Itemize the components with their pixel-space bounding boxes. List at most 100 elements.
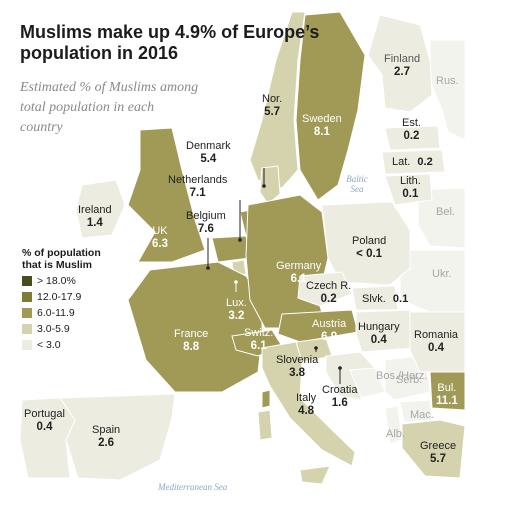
label-name: Croatia bbox=[322, 384, 358, 396]
label-belarus: Bel. bbox=[436, 206, 455, 218]
belgium-dot bbox=[206, 266, 210, 270]
italy-shape bbox=[261, 341, 356, 467]
macedonia-shape bbox=[399, 399, 433, 423]
label-bulgaria: Bul. 11.1 bbox=[436, 382, 458, 408]
label-value: 3.2 bbox=[228, 310, 245, 322]
netherlands-dot bbox=[238, 238, 242, 242]
label-baltic-sea: Baltic Sea bbox=[346, 174, 368, 194]
label-value: 8.8 bbox=[183, 341, 200, 353]
uk-shape bbox=[127, 127, 206, 263]
label-netherlands: Netherlands 7.1 bbox=[168, 174, 227, 200]
label-name: Austria bbox=[312, 318, 347, 330]
label-value: 6.1 bbox=[290, 273, 307, 285]
label-value: 0.2 bbox=[417, 156, 433, 168]
legend-item: 3.0-5.9 bbox=[22, 322, 122, 335]
map-subtitle: Estimated % of Muslims among total popul… bbox=[20, 80, 199, 135]
label-slovenia: Slovenia 3.8 bbox=[276, 354, 318, 380]
label-name: Romania bbox=[414, 329, 459, 341]
label-name: Italy bbox=[296, 392, 317, 404]
legend-item: 6.0-11.9 bbox=[22, 306, 122, 319]
label-ireland: Ireland 1.4 bbox=[78, 204, 112, 230]
label-romania: Romania 0.4 bbox=[414, 329, 458, 355]
label-slovakia: Slvk. 0.1 bbox=[362, 293, 408, 306]
label-value: 0.1 bbox=[392, 293, 409, 305]
label-name: Germany bbox=[276, 260, 322, 272]
label-russia: Rus. bbox=[436, 75, 459, 87]
label-macedonia: Mac. bbox=[410, 409, 434, 421]
label-value: 1.6 bbox=[331, 397, 348, 409]
croatia-shape bbox=[325, 351, 377, 401]
label-name: Switz. bbox=[244, 327, 274, 339]
legend-item: 12.0-17.9 bbox=[22, 290, 122, 303]
label-denmark: Denmark 5.4 bbox=[186, 140, 231, 166]
label-germany: Germany 6.1 bbox=[276, 260, 321, 286]
portugal-shape bbox=[19, 397, 76, 479]
legend-swatch bbox=[22, 291, 32, 302]
label-name: Czech R. bbox=[306, 280, 352, 292]
czech-republic-shape bbox=[297, 271, 353, 307]
label-value: 7.6 bbox=[197, 223, 214, 235]
hungary-shape bbox=[355, 309, 415, 353]
label-value: 0.4 bbox=[428, 342, 445, 354]
label-croatia: Croatia 1.6 bbox=[322, 384, 357, 410]
label-name: Slvk. bbox=[362, 293, 386, 305]
slovenia-dot bbox=[314, 346, 318, 350]
label-hungary: Hungary 0.4 bbox=[358, 321, 400, 347]
norway-shape bbox=[249, 11, 306, 189]
label-name: Spain bbox=[92, 424, 121, 436]
label-name: Denmark bbox=[186, 140, 231, 152]
label-latvia: Lat. 0.2 bbox=[392, 156, 433, 169]
label-name: Bul. bbox=[437, 382, 457, 394]
legend-swatch bbox=[22, 339, 32, 350]
legend-label: 12.0-17.9 bbox=[37, 290, 82, 303]
luxembourg-dot bbox=[234, 280, 238, 284]
label-sweden: Sweden 8.1 bbox=[302, 113, 342, 139]
legend-label: > 18.0% bbox=[37, 274, 76, 287]
label-value: 2.6 bbox=[98, 437, 115, 449]
label-value: 5.7 bbox=[264, 106, 281, 118]
label-value: 4.8 bbox=[298, 405, 315, 417]
legend-item: > 18.0% bbox=[22, 274, 122, 287]
label-uk: UK 6.3 bbox=[152, 225, 168, 251]
sardinia-shape bbox=[257, 409, 273, 441]
sicily-shape bbox=[299, 465, 331, 485]
label-name: Ireland bbox=[78, 204, 112, 216]
label-value: 0.1 bbox=[402, 188, 419, 200]
label-name: Lat. bbox=[392, 156, 411, 168]
label-name: Finland bbox=[384, 53, 421, 65]
label-name: UK bbox=[152, 225, 168, 237]
legend-label: < 3.0 bbox=[37, 338, 61, 351]
label-austria: Austria 6.9 bbox=[312, 318, 346, 344]
label-name: Portugal bbox=[24, 408, 65, 420]
label-name: France bbox=[174, 328, 209, 340]
label-czech-republic: Czech R. 0.2 bbox=[306, 280, 351, 306]
label-greece: Greece 5.7 bbox=[420, 440, 456, 466]
legend-item: < 3.0 bbox=[22, 338, 122, 351]
label-france: France 8.8 bbox=[174, 328, 208, 354]
label-name: Slovenia bbox=[276, 354, 319, 366]
label-value: 5.7 bbox=[430, 453, 447, 465]
label-name: Lux. bbox=[226, 297, 247, 309]
belarus-shape bbox=[417, 187, 466, 249]
poland-shape bbox=[321, 201, 411, 286]
belgium-shape bbox=[211, 235, 251, 263]
label-serbia: Serb. bbox=[396, 374, 423, 386]
label-switzerland: Switz. 6.1 bbox=[244, 327, 273, 353]
label-poland: Poland < 0.1 bbox=[352, 235, 386, 261]
france-shape bbox=[127, 261, 263, 393]
label-italy: Italy 4.8 bbox=[296, 392, 316, 418]
label-name: Netherlands bbox=[168, 174, 228, 186]
sweden-shape bbox=[295, 11, 366, 201]
map-title: Muslims make up 4.9% of Europe’s populat… bbox=[20, 22, 320, 63]
label-name: Poland bbox=[352, 235, 387, 247]
austria-shape bbox=[277, 309, 359, 343]
croatia-dot bbox=[338, 366, 342, 370]
denmark-dot bbox=[262, 184, 266, 188]
label-spain: Spain 2.6 bbox=[92, 424, 120, 450]
label-name: Greece bbox=[420, 440, 457, 452]
label-ukraine: Ukr. bbox=[432, 268, 452, 280]
label-value: 6.9 bbox=[321, 331, 338, 343]
legend-title: % of population that is Muslim bbox=[22, 247, 101, 271]
